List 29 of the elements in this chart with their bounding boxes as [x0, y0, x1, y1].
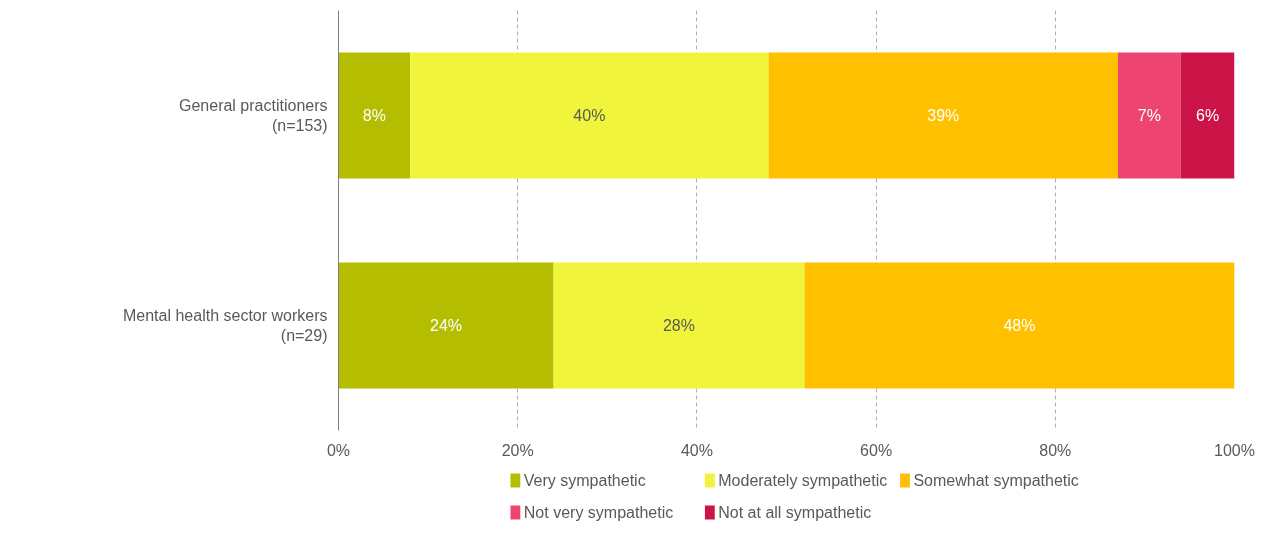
x-tick-label: 100%	[1214, 441, 1255, 459]
data-label: 28%	[662, 317, 695, 334]
data-label: 39%	[927, 107, 960, 124]
y-tick-label: General practitioners (n=153)	[178, 96, 328, 135]
bar	[1180, 52, 1235, 179]
data-label: 24%	[430, 317, 463, 334]
bar	[804, 262, 1235, 389]
y-tick-label: Mental health sector workers (n=29)	[122, 306, 328, 345]
bar	[410, 52, 769, 179]
legend-label: Not very sympathetic	[523, 504, 674, 521]
legend-label: Moderately sympathetic	[718, 472, 888, 489]
bar	[1118, 52, 1181, 179]
legend-label: Not at all sympathetic	[718, 504, 872, 521]
x-tick-label: 20%	[501, 441, 534, 459]
data-label: 40%	[573, 107, 606, 124]
x-tick-label: 80%	[1039, 441, 1072, 459]
x-tick-label: 0%	[326, 441, 351, 459]
x-tick-label: 40%	[680, 441, 713, 459]
x-tick-label: 60%	[860, 441, 893, 459]
data-label: 48%	[1003, 317, 1036, 334]
data-label: 6%	[1196, 107, 1220, 124]
legend-label: Very sympathetic	[523, 472, 646, 489]
bar	[338, 52, 411, 179]
legend-label: Somewhat sympathetic	[913, 472, 1079, 489]
data-label: 7%	[1137, 107, 1161, 124]
data-label: 8%	[362, 107, 386, 124]
bar	[338, 262, 554, 389]
bar	[553, 262, 805, 389]
bar	[768, 52, 1119, 179]
